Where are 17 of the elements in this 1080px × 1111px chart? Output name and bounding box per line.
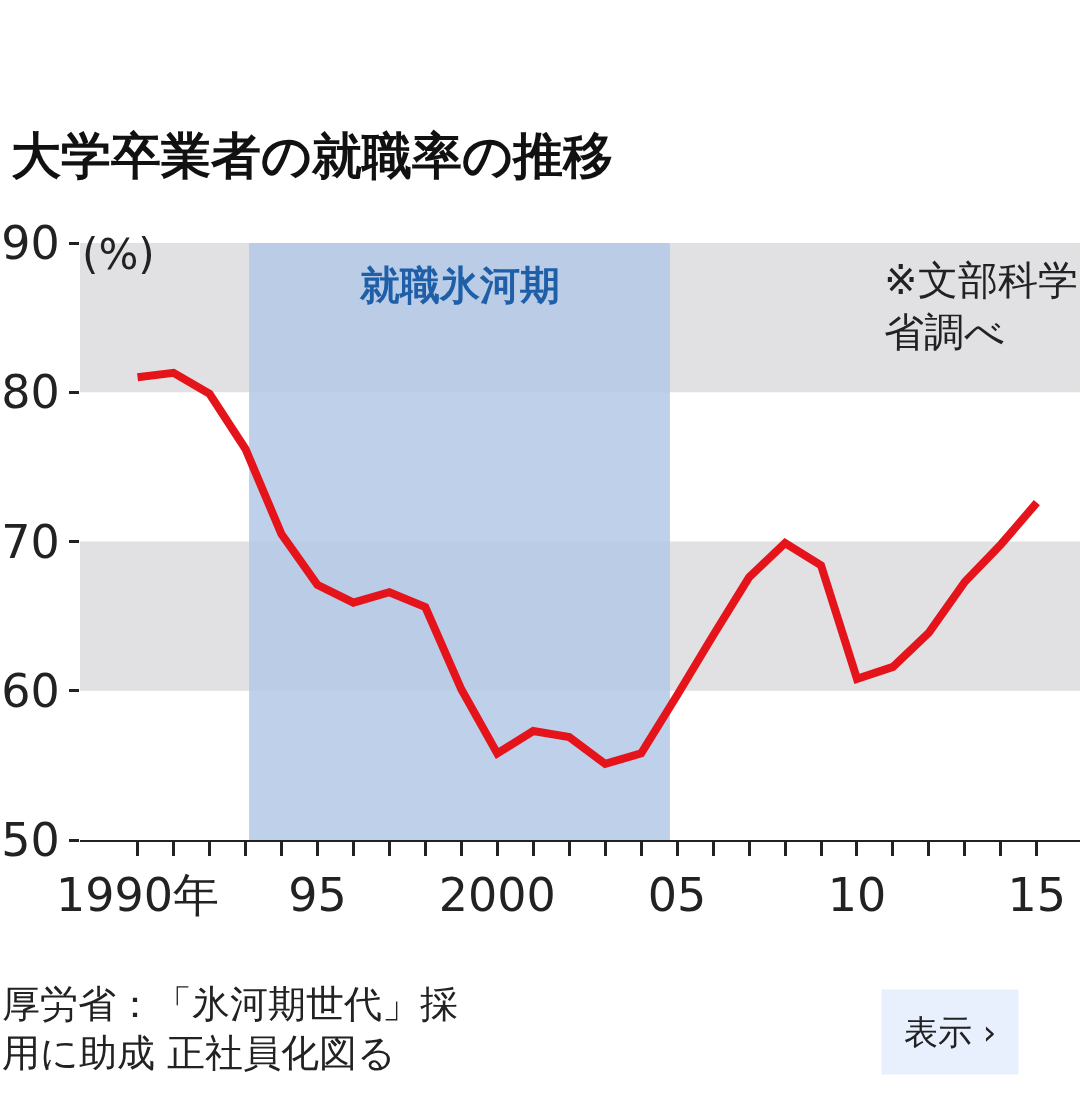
x-tick-label: 95 [288,868,347,923]
y-axis-title: (%) [82,230,155,279]
band-label: 就職氷河期 [359,262,560,308]
y-tick-label: 60 [1,663,60,718]
x-tick-label: 2000 [438,868,556,923]
y-tick-label: 50 [1,813,60,868]
y-tick-label: 80 [1,365,60,420]
y-tick-label: 90 [1,216,60,271]
x-tick-label: 1990年 [56,868,220,923]
x-tick-label: 15 [1007,868,1067,923]
y-tick-label: 70 [1,514,60,569]
x-tick-label: 10 [827,868,887,923]
text: 厚労省：「氷河期世代」採用に助成 正社員化図る [2,982,458,1076]
x-tick-label: 05 [647,868,707,923]
chart-title: 大学卒業者の就職率の推移 [10,126,613,185]
annotation: ※文部科学省調べ [884,257,1078,355]
text: 表示 › [904,1012,997,1052]
